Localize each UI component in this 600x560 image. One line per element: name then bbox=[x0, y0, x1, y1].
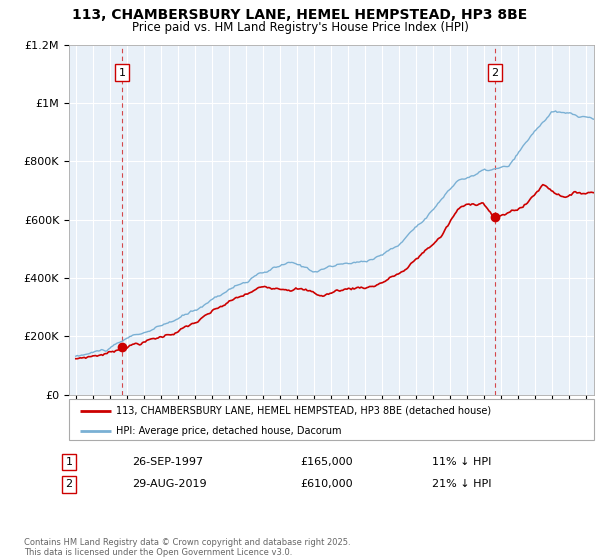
Text: 21% ↓ HPI: 21% ↓ HPI bbox=[432, 479, 491, 489]
Text: £610,000: £610,000 bbox=[300, 479, 353, 489]
Text: 2: 2 bbox=[491, 68, 499, 78]
FancyBboxPatch shape bbox=[69, 399, 594, 440]
Text: 11% ↓ HPI: 11% ↓ HPI bbox=[432, 457, 491, 467]
Text: 1: 1 bbox=[119, 68, 125, 78]
Text: Contains HM Land Registry data © Crown copyright and database right 2025.
This d: Contains HM Land Registry data © Crown c… bbox=[24, 538, 350, 557]
Text: 26-SEP-1997: 26-SEP-1997 bbox=[132, 457, 203, 467]
Text: 113, CHAMBERSBURY LANE, HEMEL HEMPSTEAD, HP3 8BE (detached house): 113, CHAMBERSBURY LANE, HEMEL HEMPSTEAD,… bbox=[116, 405, 491, 416]
Text: 2: 2 bbox=[65, 479, 73, 489]
Text: Price paid vs. HM Land Registry's House Price Index (HPI): Price paid vs. HM Land Registry's House … bbox=[131, 21, 469, 34]
Text: £165,000: £165,000 bbox=[300, 457, 353, 467]
Text: 29-AUG-2019: 29-AUG-2019 bbox=[132, 479, 206, 489]
Text: 1: 1 bbox=[65, 457, 73, 467]
Text: 113, CHAMBERSBURY LANE, HEMEL HEMPSTEAD, HP3 8BE: 113, CHAMBERSBURY LANE, HEMEL HEMPSTEAD,… bbox=[73, 8, 527, 22]
Text: HPI: Average price, detached house, Dacorum: HPI: Average price, detached house, Daco… bbox=[116, 426, 342, 436]
